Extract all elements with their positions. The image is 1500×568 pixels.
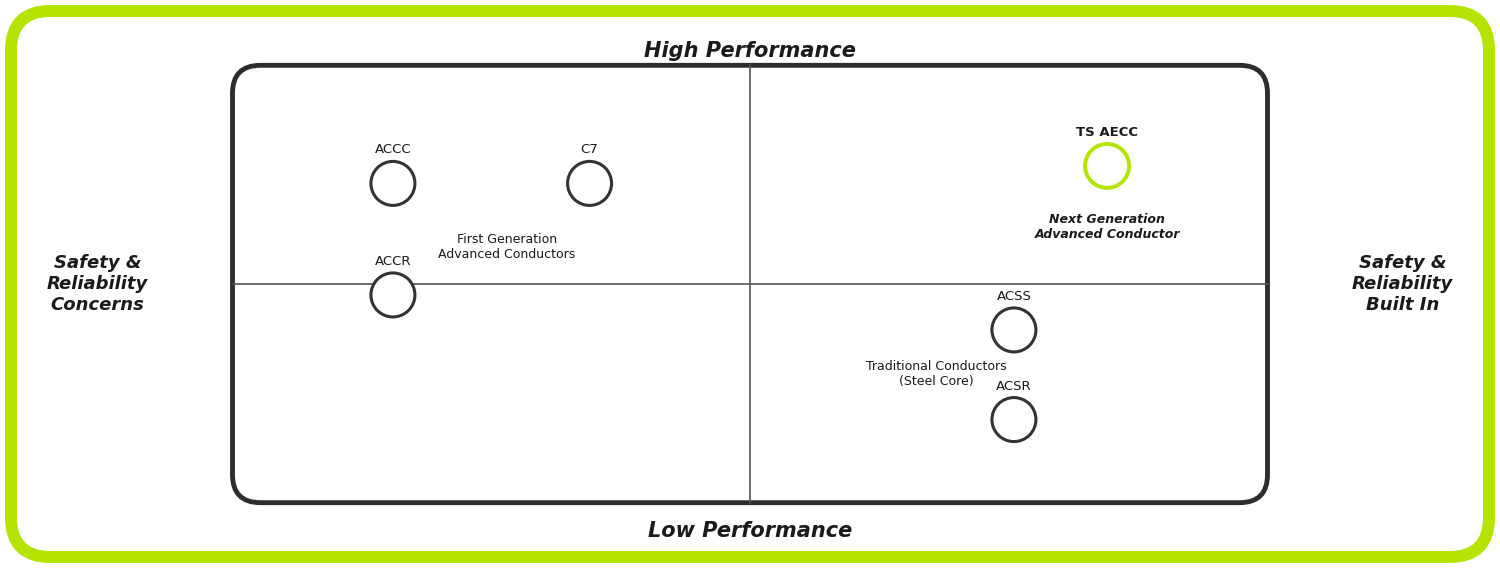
Text: Safety &
Reliability
Concerns: Safety & Reliability Concerns — [46, 254, 148, 314]
Text: Safety &
Reliability
Built In: Safety & Reliability Built In — [1352, 254, 1454, 314]
Ellipse shape — [1084, 144, 1130, 188]
Text: ACSS: ACSS — [996, 290, 1032, 303]
Text: First Generation
Advanced Conductors: First Generation Advanced Conductors — [438, 233, 576, 261]
Text: Next Generation
Advanced Conductor: Next Generation Advanced Conductor — [1035, 213, 1181, 241]
Text: ACSR: ACSR — [996, 379, 1032, 392]
FancyBboxPatch shape — [232, 65, 1268, 503]
Ellipse shape — [370, 161, 416, 206]
Ellipse shape — [567, 161, 612, 206]
FancyBboxPatch shape — [12, 12, 1488, 556]
FancyBboxPatch shape — [16, 17, 1484, 551]
Text: ACCC: ACCC — [375, 143, 411, 156]
Text: TS AECC: TS AECC — [1076, 126, 1138, 139]
Text: Low Performance: Low Performance — [648, 521, 852, 541]
Ellipse shape — [370, 273, 416, 317]
Ellipse shape — [992, 308, 1036, 352]
Text: C7: C7 — [580, 143, 598, 156]
Text: ACCR: ACCR — [375, 255, 411, 268]
Text: High Performance: High Performance — [644, 41, 856, 61]
Text: Traditional Conductors
(Steel Core): Traditional Conductors (Steel Core) — [865, 360, 1006, 387]
Ellipse shape — [992, 398, 1036, 441]
